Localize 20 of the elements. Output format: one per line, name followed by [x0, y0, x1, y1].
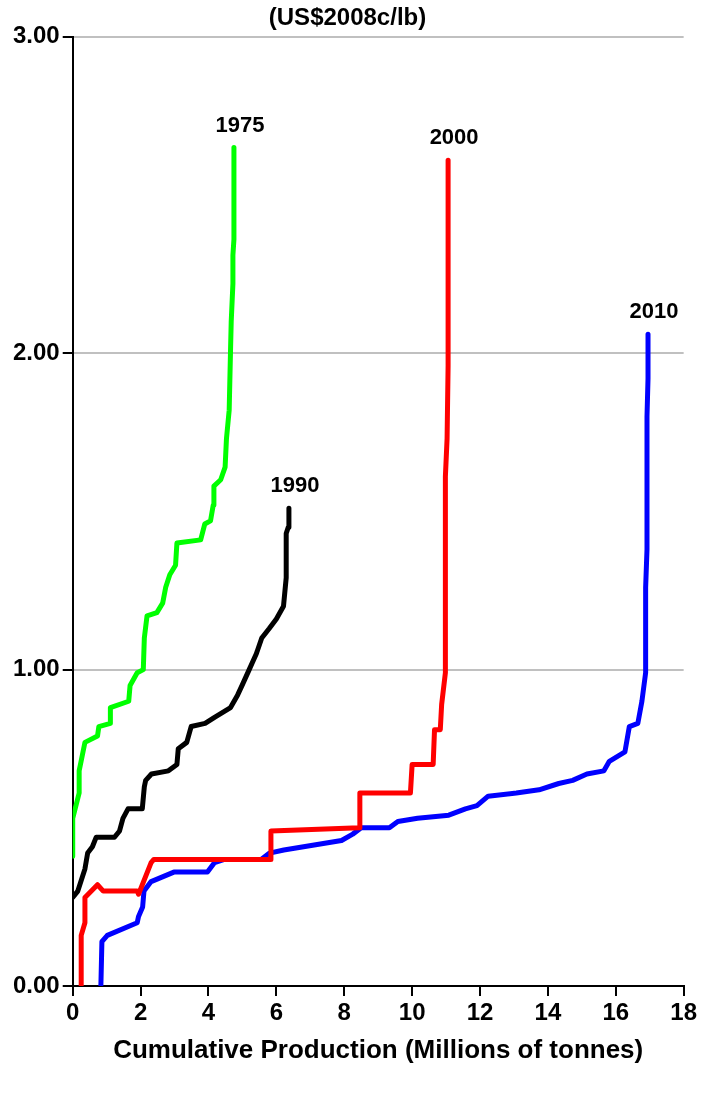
x-tick-label: 10 [398, 998, 426, 1026]
series-label: 1975 [215, 111, 265, 137]
x-tick-label: 8 [337, 998, 351, 1026]
x-tick-label: 0 [66, 998, 80, 1026]
y-tick-label: 0.00 [12, 970, 60, 998]
series-label: 1990 [270, 472, 320, 498]
x-tick-label: 12 [466, 998, 494, 1026]
x-tick-label: 2 [133, 998, 148, 1026]
y-tick-label: 2.00 [12, 337, 60, 365]
y-tick-label: 3.00 [12, 21, 60, 49]
x-tick-label: 14 [534, 998, 562, 1026]
x-tick-label: 4 [201, 998, 216, 1026]
x-tick-label: 16 [602, 998, 630, 1026]
x-tick-label: 18 [670, 998, 697, 1026]
chart-title: (US$2008c/lb) [268, 3, 427, 31]
y-tick-label: 1.00 [12, 654, 60, 682]
series-label: 2000 [429, 124, 479, 150]
x-axis-title: Cumulative Production (Millions of tonnes) [113, 1033, 644, 1064]
x-tick-label: 6 [269, 998, 284, 1026]
series-label: 2010 [629, 298, 679, 324]
